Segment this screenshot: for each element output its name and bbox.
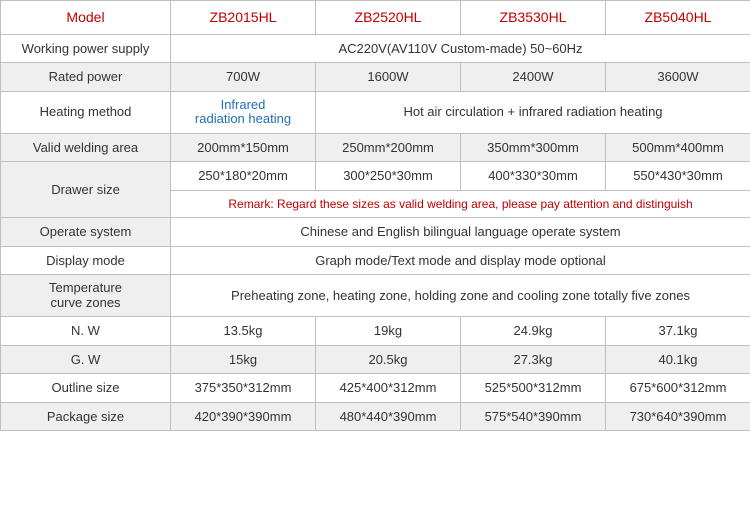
value-power-supply: AC220V(AV110V Custom-made) 50~60Hz — [171, 34, 750, 63]
label-heating-method: Heating method — [1, 91, 171, 133]
gw-1: 20.5kg — [316, 345, 461, 374]
header-label: Model — [1, 1, 171, 35]
label-nw: N. W — [1, 316, 171, 345]
header-col-1: ZB2520HL — [316, 1, 461, 35]
row-power-supply: Working power supply AC220V(AV110V Custo… — [1, 34, 750, 63]
rated-power-3: 3600W — [606, 63, 750, 92]
value-display-mode: Graph mode/Text mode and display mode op… — [171, 246, 750, 275]
drawer-1: 300*250*30mm — [316, 162, 461, 191]
heating-method-first-l1: Infrared — [221, 97, 266, 112]
package-0: 420*390*390mm — [171, 402, 316, 431]
label-rated-power: Rated power — [1, 63, 171, 92]
row-valid-area: Valid welding area 200mm*150mm 250mm*200… — [1, 133, 750, 162]
label-drawer: Drawer size — [1, 162, 171, 218]
heating-method-rest: Hot air circulation + infrared radiation… — [316, 91, 750, 133]
row-drawer-sizes: Drawer size 250*180*20mm 300*250*30mm 40… — [1, 162, 750, 191]
heating-method-first: Infrared radiation heating — [171, 91, 316, 133]
gw-3: 40.1kg — [606, 345, 750, 374]
package-3: 730*640*390mm — [606, 402, 750, 431]
row-package: Package size 420*390*390mm 480*440*390mm… — [1, 402, 750, 431]
row-outline: Outline size 375*350*312mm 425*400*312mm… — [1, 374, 750, 403]
row-heating-method: Heating method Infrared radiation heatin… — [1, 91, 750, 133]
label-outline: Outline size — [1, 374, 171, 403]
rated-power-0: 700W — [171, 63, 316, 92]
label-operate-system: Operate system — [1, 218, 171, 247]
gw-0: 15kg — [171, 345, 316, 374]
row-display-mode: Display mode Graph mode/Text mode and di… — [1, 246, 750, 275]
header-row: Model ZB2015HL ZB2520HL ZB3530HL ZB5040H… — [1, 1, 750, 35]
row-operate-system: Operate system Chinese and English bilin… — [1, 218, 750, 247]
row-temp-curve: Temperature curve zones Preheating zone,… — [1, 275, 750, 317]
valid-area-1: 250mm*200mm — [316, 133, 461, 162]
value-operate-system: Chinese and English bilingual language o… — [171, 218, 750, 247]
valid-area-2: 350mm*300mm — [461, 133, 606, 162]
spec-table: Model ZB2015HL ZB2520HL ZB3530HL ZB5040H… — [0, 0, 750, 431]
value-temp-curve: Preheating zone, heating zone, holding z… — [171, 275, 750, 317]
drawer-remark: Remark: Regard these sizes as valid weld… — [171, 190, 750, 217]
header-col-3: ZB5040HL — [606, 1, 750, 35]
row-gw: G. W 15kg 20.5kg 27.3kg 40.1kg — [1, 345, 750, 374]
row-nw: N. W 13.5kg 19kg 24.9kg 37.1kg — [1, 316, 750, 345]
outline-3: 675*600*312mm — [606, 374, 750, 403]
rated-power-2: 2400W — [461, 63, 606, 92]
nw-0: 13.5kg — [171, 316, 316, 345]
gw-2: 27.3kg — [461, 345, 606, 374]
label-display-mode: Display mode — [1, 246, 171, 275]
outline-0: 375*350*312mm — [171, 374, 316, 403]
label-valid-area: Valid welding area — [1, 133, 171, 162]
label-temp-curve-l1: Temperature — [49, 280, 122, 295]
rated-power-1: 1600W — [316, 63, 461, 92]
nw-2: 24.9kg — [461, 316, 606, 345]
outline-1: 425*400*312mm — [316, 374, 461, 403]
drawer-2: 400*330*30mm — [461, 162, 606, 191]
valid-area-0: 200mm*150mm — [171, 133, 316, 162]
drawer-0: 250*180*20mm — [171, 162, 316, 191]
outline-2: 525*500*312mm — [461, 374, 606, 403]
header-col-2: ZB3530HL — [461, 1, 606, 35]
label-package: Package size — [1, 402, 171, 431]
package-1: 480*440*390mm — [316, 402, 461, 431]
row-rated-power: Rated power 700W 1600W 2400W 3600W — [1, 63, 750, 92]
package-2: 575*540*390mm — [461, 402, 606, 431]
label-temp-curve: Temperature curve zones — [1, 275, 171, 317]
label-gw: G. W — [1, 345, 171, 374]
label-temp-curve-l2: curve zones — [50, 295, 120, 310]
header-col-0: ZB2015HL — [171, 1, 316, 35]
drawer-3: 550*430*30mm — [606, 162, 750, 191]
heating-method-first-l2: radiation heating — [195, 111, 291, 126]
label-power-supply: Working power supply — [1, 34, 171, 63]
nw-1: 19kg — [316, 316, 461, 345]
valid-area-3: 500mm*400mm — [606, 133, 750, 162]
nw-3: 37.1kg — [606, 316, 750, 345]
